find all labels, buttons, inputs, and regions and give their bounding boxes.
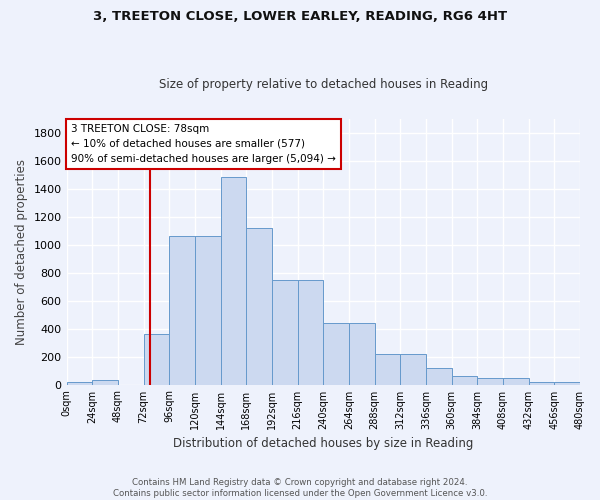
Bar xyxy=(503,378,529,384)
Bar xyxy=(580,383,600,384)
Y-axis label: Number of detached properties: Number of detached properties xyxy=(15,158,28,344)
Bar xyxy=(195,236,221,384)
Text: Contains HM Land Registry data © Crown copyright and database right 2024.
Contai: Contains HM Land Registry data © Crown c… xyxy=(113,478,487,498)
Bar xyxy=(272,280,298,384)
Bar xyxy=(529,382,554,384)
Bar xyxy=(349,323,374,384)
Bar xyxy=(298,280,323,384)
Bar xyxy=(246,228,272,384)
Bar xyxy=(221,178,246,384)
Text: 3, TREETON CLOSE, LOWER EARLEY, READING, RG6 4HT: 3, TREETON CLOSE, LOWER EARLEY, READING,… xyxy=(93,10,507,23)
Bar xyxy=(67,382,92,384)
Bar xyxy=(323,323,349,384)
Bar xyxy=(400,354,426,384)
Bar xyxy=(92,380,118,384)
X-axis label: Distribution of detached houses by size in Reading: Distribution of detached houses by size … xyxy=(173,437,473,450)
Title: Size of property relative to detached houses in Reading: Size of property relative to detached ho… xyxy=(159,78,488,91)
Bar xyxy=(169,236,195,384)
Bar xyxy=(426,368,452,384)
Bar xyxy=(452,376,478,384)
Bar xyxy=(554,382,580,384)
Text: 3 TREETON CLOSE: 78sqm
← 10% of detached houses are smaller (577)
90% of semi-de: 3 TREETON CLOSE: 78sqm ← 10% of detached… xyxy=(71,124,335,164)
Bar xyxy=(374,354,400,384)
Bar xyxy=(143,334,169,384)
Bar xyxy=(478,378,503,384)
